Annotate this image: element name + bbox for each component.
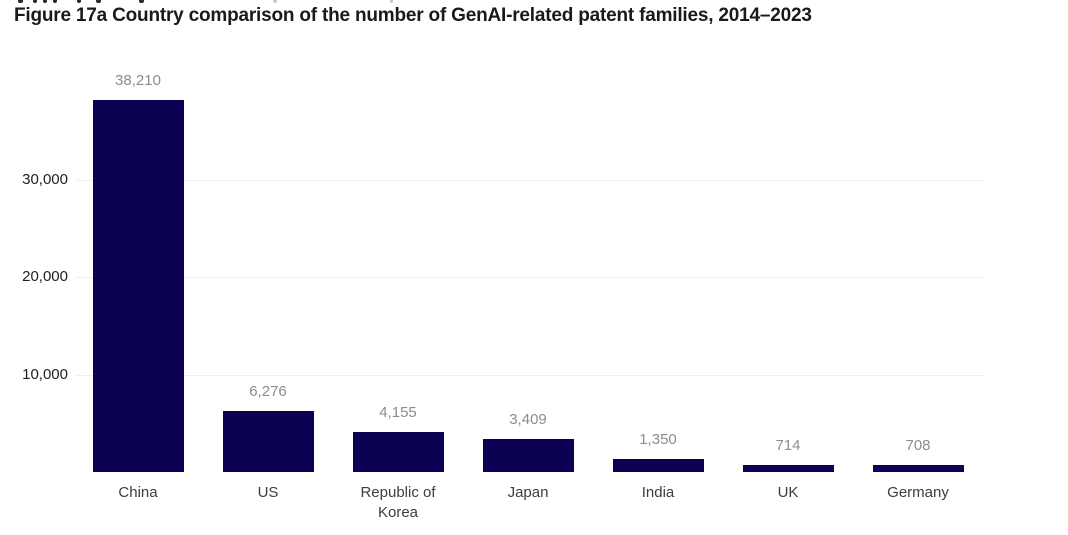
category-label: Germany: [887, 484, 949, 501]
bar-value-label: 3,409: [509, 411, 547, 428]
figure-title: Figure 17a Country comparison of the num…: [14, 5, 812, 26]
y-axis-tick-label: 20,000: [22, 268, 68, 285]
y-axis-tick-label: 10,000: [22, 366, 68, 383]
bar-germany: [873, 465, 964, 472]
bar-value-label: 1,350: [639, 431, 677, 448]
cropped-line-fragment: [18, 0, 23, 3]
bar-uk: [743, 465, 834, 472]
bar-us: [223, 411, 314, 472]
cropped-line-fragment: [139, 0, 144, 3]
category-label: Japan: [507, 484, 549, 501]
bar-value-label: 4,155: [379, 404, 417, 421]
cropped-line-fragment: [33, 0, 37, 3]
cropped-line-fragment: [96, 0, 101, 3]
cropped-line-fragment: [273, 0, 277, 3]
category-label: UK: [777, 484, 799, 501]
gridline-20000: [76, 277, 985, 278]
gridline-30000: [76, 180, 985, 181]
cropped-line-fragment: [43, 0, 47, 3]
cropped-line-fragment: [77, 0, 81, 3]
bar-value-label: 6,276: [249, 383, 287, 400]
bar-value-label: 38,210: [115, 72, 161, 89]
bar-china: [93, 100, 184, 472]
bar-republic-of-korea: [353, 432, 444, 472]
bar-value-label: 708: [905, 437, 931, 454]
bar-india: [613, 459, 704, 472]
category-label: US: [257, 484, 279, 501]
cropped-line-fragment: [390, 0, 393, 3]
bar-japan: [483, 439, 574, 472]
gridline-10000: [76, 375, 985, 376]
bar-value-label: 714: [775, 437, 801, 454]
category-label: India: [641, 484, 675, 501]
y-axis-tick-label: 30,000: [22, 171, 68, 188]
category-label: China: [118, 484, 158, 501]
category-label: Republic of Korea: [360, 484, 436, 521]
cropped-line-fragment: [53, 0, 57, 3]
